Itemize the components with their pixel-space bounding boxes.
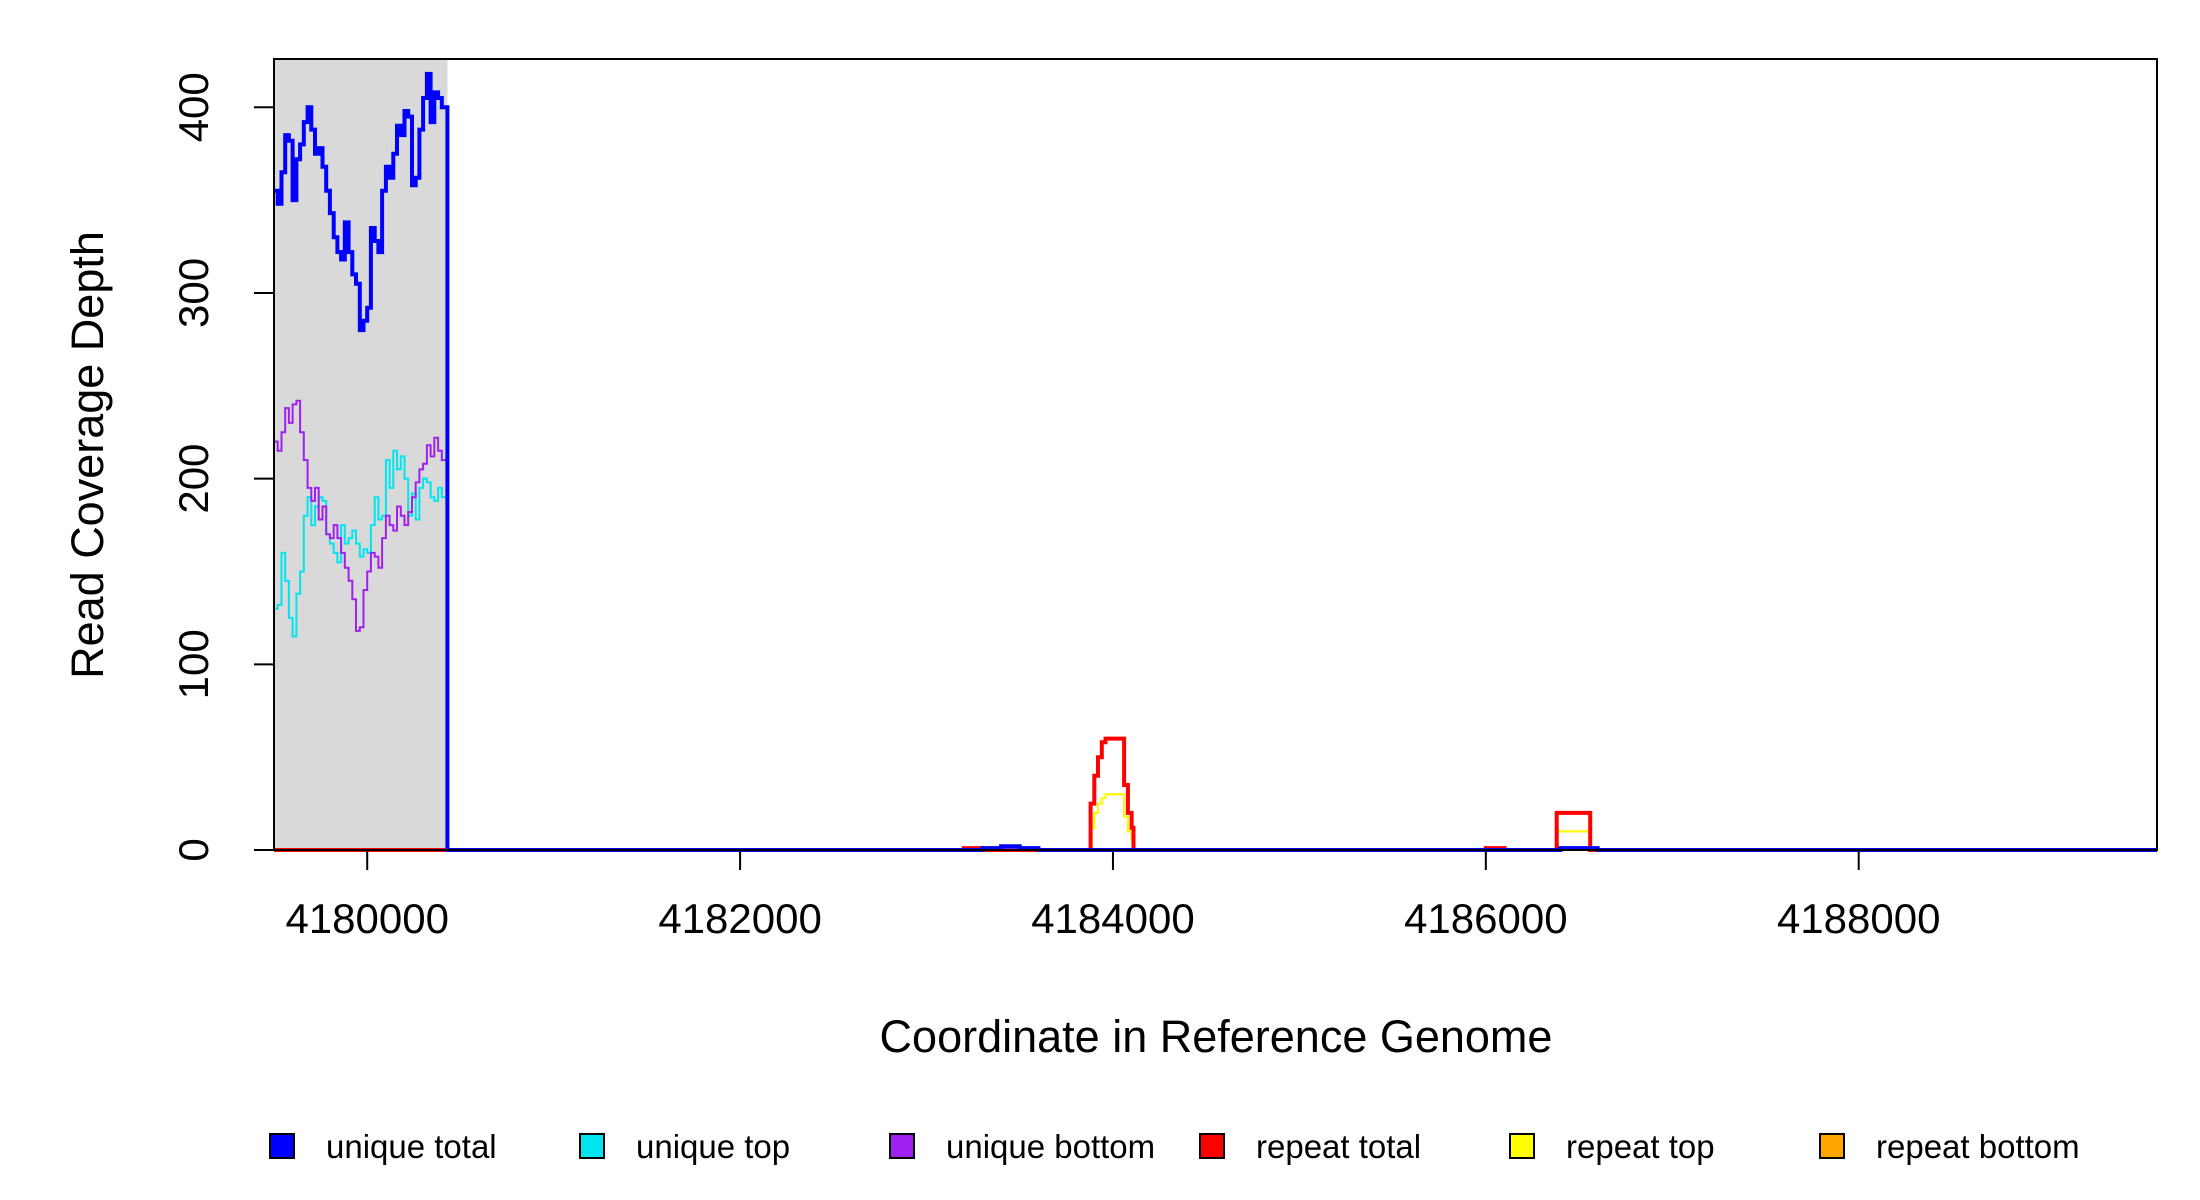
legend-label: repeat total	[1256, 1128, 1421, 1165]
legend-swatch	[1199, 1133, 1225, 1159]
series-line-repeat-total	[274, 736, 2157, 852]
y-tick-label: 100	[170, 629, 217, 699]
legend-label: repeat top	[1566, 1128, 1715, 1165]
x-axis: 4180000 4182000 4184000 4186000 4188000	[285, 849, 1941, 942]
y-axis: 0 100 200 300 400	[170, 72, 275, 862]
legend-label: unique total	[326, 1128, 497, 1165]
legend-swatch	[1509, 1133, 1535, 1159]
legend-swatch	[579, 1133, 605, 1159]
series-layer	[274, 71, 2157, 852]
legend: unique total unique top unique bottom repea…	[269, 1128, 2080, 1165]
series-line-unique-total	[274, 71, 2157, 852]
y-tick-label: 300	[170, 258, 217, 328]
x-axis-title: Coordinate in Reference Genome	[880, 1011, 1553, 1062]
legend-swatch	[889, 1133, 915, 1159]
legend-label: unique bottom	[946, 1128, 1155, 1165]
series-line-unique-top	[274, 449, 2157, 851]
y-tick-label: 200	[170, 444, 217, 514]
y-tick-label: 0	[170, 838, 217, 861]
x-tick-label: 4180000	[285, 895, 449, 942]
series-line-repeat-top	[274, 793, 2157, 851]
y-tick-label: 400	[170, 72, 217, 142]
x-tick-label: 4188000	[1777, 895, 1941, 942]
legend-swatch	[269, 1133, 295, 1159]
x-tick-label: 4186000	[1404, 895, 1568, 942]
legend-label: unique top	[636, 1128, 790, 1165]
y-axis-title: Read Coverage Depth	[62, 231, 113, 679]
legend-label: repeat bottom	[1876, 1128, 2080, 1165]
series-line-repeat-bottom	[274, 793, 2157, 851]
plot-frame	[273, 58, 2158, 851]
x-tick-label: 4184000	[1031, 895, 1195, 942]
series-line-unique-bottom	[274, 399, 2157, 851]
x-tick-label: 4182000	[658, 895, 822, 942]
legend-swatch	[1819, 1133, 1845, 1159]
